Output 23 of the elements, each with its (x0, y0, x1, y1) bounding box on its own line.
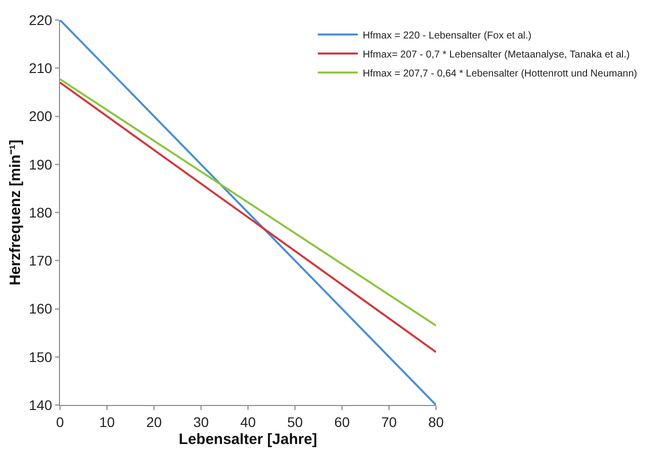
x-axis-title: Lebensalter [Jahre] (178, 430, 318, 448)
x-tick-label: 70 (381, 414, 397, 430)
x-tick-label: 80 (428, 414, 444, 430)
x-tick-label: 50 (287, 414, 303, 430)
y-tick-label: 220 (28, 12, 52, 28)
legend-label: Hfmax= 207 - 0,7 * Lebensalter (Metaanalyse, Tanaka et al.) (362, 49, 630, 60)
y-tick-label: 160 (28, 300, 52, 317)
y-tick-label: 170 (28, 252, 52, 269)
y-tick-label: 140 (28, 396, 52, 413)
x-tick-label: 10 (99, 414, 115, 430)
y-axis-title: Herzfrequenz [min⁻¹] (7, 140, 24, 286)
y-tick-label: 190 (28, 156, 52, 172)
y-tick-label: 180 (28, 204, 52, 220)
x-tick-label: 30 (193, 414, 209, 430)
y-tick-label: 210 (28, 60, 52, 76)
legend-label: Hfmax = 207,7 - 0,64 * Lebensalter (Hottenrott und Neumann) (362, 68, 638, 80)
y-tick-label: 200 (28, 108, 52, 124)
y-tick-label: 150 (28, 348, 52, 365)
x-tick-label: 20 (146, 414, 162, 430)
legend-label: Hfmax = 220 - Lebensalter (Fox et al.) (362, 30, 532, 42)
x-tick-label: 0 (56, 414, 64, 430)
x-tick-label: 60 (334, 414, 350, 430)
x-tick-label: 40 (240, 414, 256, 430)
